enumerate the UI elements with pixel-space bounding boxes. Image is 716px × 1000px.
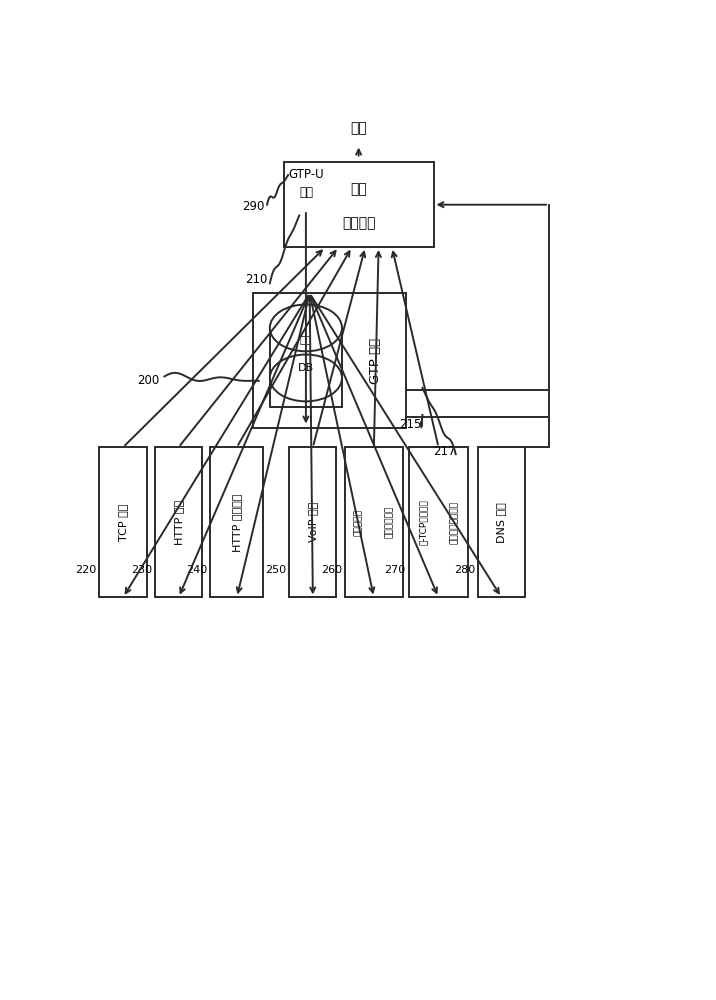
Text: 延时容忍流量模块: 延时容忍流量模块 [450,501,459,544]
Text: VoIP 模块: VoIP 模块 [308,502,318,542]
FancyBboxPatch shape [345,447,403,597]
Text: 接口模块: 接口模块 [342,216,375,230]
FancyBboxPatch shape [211,447,263,597]
Text: DNS 模块: DNS 模块 [496,502,506,543]
Text: 220: 220 [75,565,97,575]
Text: DB: DB [298,363,314,373]
Text: 敏感流量模块: 敏感流量模块 [384,506,394,538]
Text: 210: 210 [245,273,267,286]
Polygon shape [270,328,342,407]
FancyBboxPatch shape [289,447,337,597]
FancyBboxPatch shape [253,293,406,428]
FancyBboxPatch shape [155,447,202,597]
FancyBboxPatch shape [478,447,525,597]
Text: 270: 270 [384,565,406,575]
Text: 卫星: 卫星 [350,121,367,135]
Text: HTTP 缓存代理: HTTP 缓存代理 [232,493,242,552]
Text: GTP 模块: GTP 模块 [369,338,382,384]
Text: 290: 290 [242,200,264,213]
Text: 217: 217 [433,445,456,458]
Text: 卫星: 卫星 [350,182,367,196]
Text: GTP-U
接口: GTP-U 接口 [288,168,324,199]
Text: 非-TCP、抖动和: 非-TCP、抖动和 [418,499,427,545]
Text: 260: 260 [321,565,342,575]
Text: 215: 215 [399,418,422,431]
Text: 抖动和延时: 抖动和延时 [354,509,363,536]
Text: 240: 240 [186,565,208,575]
Ellipse shape [270,355,342,401]
FancyBboxPatch shape [100,447,147,597]
Text: 隧道: 隧道 [300,334,312,344]
Text: 230: 230 [131,565,153,575]
Text: 280: 280 [454,565,475,575]
Ellipse shape [270,304,342,351]
FancyBboxPatch shape [284,162,434,247]
Text: HTTP 模块: HTTP 模块 [173,500,183,545]
Text: 200: 200 [137,374,159,387]
Text: TCP 模块: TCP 模块 [118,504,128,541]
Text: 250: 250 [266,565,286,575]
FancyBboxPatch shape [409,447,468,597]
